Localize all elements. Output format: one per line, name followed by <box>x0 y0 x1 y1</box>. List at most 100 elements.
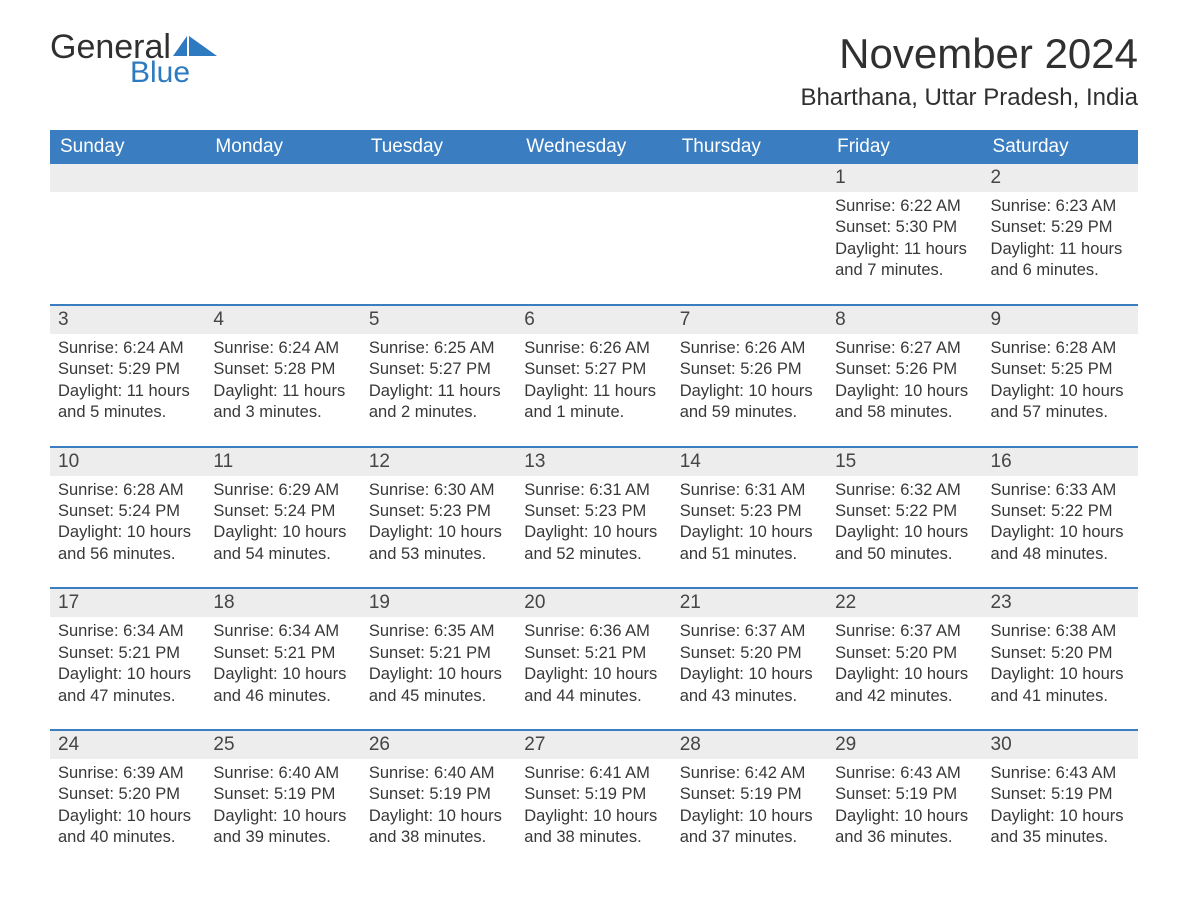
sunset-text: Sunset: 5:19 PM <box>213 784 352 805</box>
daylight-line-1: Daylight: 10 hours <box>524 806 663 827</box>
sunrise-text: Sunrise: 6:39 AM <box>58 763 197 784</box>
daylight-line-2: and 59 minutes. <box>680 402 819 423</box>
day-number: 28 <box>672 731 827 759</box>
daylight-line-2: and 56 minutes. <box>58 544 197 565</box>
sunset-text: Sunset: 5:19 PM <box>680 784 819 805</box>
sunrise-text: Sunrise: 6:24 AM <box>58 338 197 359</box>
daylight-line-2: and 39 minutes. <box>213 827 352 848</box>
day-number: 15 <box>827 448 982 476</box>
calendar-cell: 2Sunrise: 6:23 AMSunset: 5:29 PMDaylight… <box>983 164 1138 305</box>
day-details: Sunrise: 6:39 AMSunset: 5:20 PMDaylight:… <box>50 759 205 849</box>
sunset-text: Sunset: 5:20 PM <box>680 643 819 664</box>
day-number: 25 <box>205 731 360 759</box>
daylight-line-1: Daylight: 10 hours <box>369 806 508 827</box>
calendar-week-row: 24Sunrise: 6:39 AMSunset: 5:20 PMDayligh… <box>50 730 1138 871</box>
sunset-text: Sunset: 5:23 PM <box>680 501 819 522</box>
day-details: Sunrise: 6:32 AMSunset: 5:22 PMDaylight:… <box>827 476 982 566</box>
daylight-line-1: Daylight: 11 hours <box>991 239 1130 260</box>
day-number <box>50 164 205 192</box>
calendar-cell: 22Sunrise: 6:37 AMSunset: 5:20 PMDayligh… <box>827 588 982 730</box>
day-number: 21 <box>672 589 827 617</box>
calendar-cell: 29Sunrise: 6:43 AMSunset: 5:19 PMDayligh… <box>827 730 982 871</box>
daylight-line-1: Daylight: 10 hours <box>524 522 663 543</box>
calendar-week-row: 10Sunrise: 6:28 AMSunset: 5:24 PMDayligh… <box>50 447 1138 589</box>
sunset-text: Sunset: 5:19 PM <box>991 784 1130 805</box>
daylight-line-1: Daylight: 11 hours <box>213 381 352 402</box>
sunrise-text: Sunrise: 6:23 AM <box>991 196 1130 217</box>
weekday-header: Thursday <box>672 130 827 164</box>
sunrise-text: Sunrise: 6:43 AM <box>991 763 1130 784</box>
daylight-line-2: and 41 minutes. <box>991 686 1130 707</box>
sunrise-text: Sunrise: 6:40 AM <box>369 763 508 784</box>
sunset-text: Sunset: 5:26 PM <box>835 359 974 380</box>
calendar-cell: 10Sunrise: 6:28 AMSunset: 5:24 PMDayligh… <box>50 447 205 589</box>
calendar-cell <box>205 164 360 305</box>
calendar-cell: 21 Sunrise: 6:37 AMSunset: 5:20 PMDayligh… <box>672 588 827 730</box>
day-details: Sunrise: 6:41 AMSunset: 5:19 PMDaylight:… <box>516 759 671 849</box>
calendar-cell: 24Sunrise: 6:39 AMSunset: 5:20 PMDayligh… <box>50 730 205 871</box>
calendar-cell: 9Sunrise: 6:28 AMSunset: 5:25 PMDaylight… <box>983 305 1138 447</box>
sunset-text: Sunset: 5:21 PM <box>369 643 508 664</box>
day-number: 29 <box>827 731 982 759</box>
sunrise-text: Sunrise: 6:28 AM <box>58 480 197 501</box>
daylight-line-2: and 54 minutes. <box>213 544 352 565</box>
sunrise-text: Sunrise: 6:34 AM <box>213 621 352 642</box>
day-number: 3 <box>50 306 205 334</box>
sunset-text: Sunset: 5:24 PM <box>213 501 352 522</box>
day-number <box>516 164 671 192</box>
sunset-text: Sunset: 5:19 PM <box>369 784 508 805</box>
sunset-text: Sunset: 5:20 PM <box>991 643 1130 664</box>
sunset-text: Sunset: 5:28 PM <box>213 359 352 380</box>
sunrise-text: Sunrise: 6:35 AM <box>369 621 508 642</box>
day-details: Sunrise: 6:24 AMSunset: 5:29 PMDaylight:… <box>50 334 205 424</box>
calendar-cell: 27Sunrise: 6:41 AMSunset: 5:19 PMDayligh… <box>516 730 671 871</box>
day-number: 6 <box>516 306 671 334</box>
daylight-line-1: Daylight: 10 hours <box>835 664 974 685</box>
day-details: Sunrise: 6:35 AMSunset: 5:21 PMDaylight:… <box>361 617 516 707</box>
sunrise-text: Sunrise: 6:37 AM <box>680 621 819 642</box>
sunset-text: Sunset: 5:21 PM <box>524 643 663 664</box>
day-number: 24 <box>50 731 205 759</box>
daylight-line-2: and 7 minutes. <box>835 260 974 281</box>
sunrise-text: Sunrise: 6:42 AM <box>680 763 819 784</box>
location-subtitle: Bharthana, Uttar Pradesh, India <box>800 84 1138 112</box>
calendar-cell <box>672 164 827 305</box>
sunset-text: Sunset: 5:23 PM <box>369 501 508 522</box>
calendar-table: Sunday Monday Tuesday Wednesday Thursday… <box>50 130 1138 871</box>
daylight-line-1: Daylight: 10 hours <box>680 664 819 685</box>
day-number: 30 <box>983 731 1138 759</box>
daylight-line-2: and 50 minutes. <box>835 544 974 565</box>
daylight-line-1: Daylight: 10 hours <box>680 522 819 543</box>
day-number: 5 <box>361 306 516 334</box>
sunrise-text: Sunrise: 6:37 AM <box>835 621 974 642</box>
sunset-text: Sunset: 5:20 PM <box>835 643 974 664</box>
day-number: 23 <box>983 589 1138 617</box>
day-details: Sunrise: 6:43 AMSunset: 5:19 PMDaylight:… <box>983 759 1138 849</box>
daylight-line-1: Daylight: 10 hours <box>835 522 974 543</box>
daylight-line-2: and 46 minutes. <box>213 686 352 707</box>
daylight-line-1: Daylight: 10 hours <box>524 664 663 685</box>
sunrise-text: Sunrise: 6:40 AM <box>213 763 352 784</box>
day-number: 27 <box>516 731 671 759</box>
day-details: Sunrise: 6:25 AMSunset: 5:27 PMDaylight:… <box>361 334 516 424</box>
sunset-text: Sunset: 5:25 PM <box>991 359 1130 380</box>
sunset-text: Sunset: 5:19 PM <box>835 784 974 805</box>
daylight-line-1: Daylight: 10 hours <box>991 664 1130 685</box>
title-block: November 2024 Bharthana, Uttar Pradesh, … <box>800 30 1138 112</box>
day-number: 7 <box>672 306 827 334</box>
daylight-line-1: Daylight: 11 hours <box>369 381 508 402</box>
sunset-text: Sunset: 5:24 PM <box>58 501 197 522</box>
daylight-line-2: and 42 minutes. <box>835 686 974 707</box>
calendar-cell: 7Sunrise: 6:26 AMSunset: 5:26 PMDaylight… <box>672 305 827 447</box>
daylight-line-1: Daylight: 10 hours <box>991 806 1130 827</box>
calendar-cell <box>361 164 516 305</box>
calendar-cell: 12Sunrise: 6:30 AMSunset: 5:23 PMDayligh… <box>361 447 516 589</box>
daylight-line-1: Daylight: 10 hours <box>213 522 352 543</box>
sunrise-text: Sunrise: 6:28 AM <box>991 338 1130 359</box>
day-number: 17 <box>50 589 205 617</box>
day-details: Sunrise: 6:36 AMSunset: 5:21 PMDaylight:… <box>516 617 671 707</box>
sunrise-text: Sunrise: 6:34 AM <box>58 621 197 642</box>
day-number: 2 <box>983 164 1138 192</box>
sunrise-text: Sunrise: 6:38 AM <box>991 621 1130 642</box>
calendar-cell: 13Sunrise: 6:31 AMSunset: 5:23 PMDayligh… <box>516 447 671 589</box>
